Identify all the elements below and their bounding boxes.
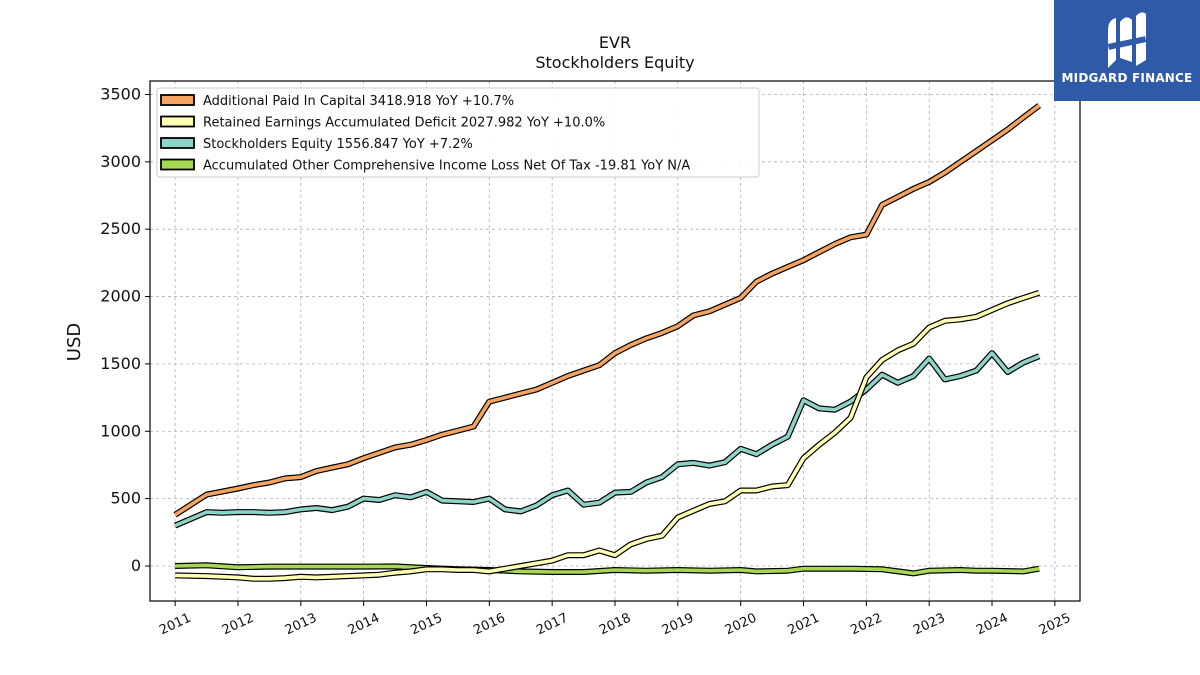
- legend-entry: Stockholders Equity 1556.847 YoY +7.2%: [203, 137, 473, 152]
- chart-title: EVR: [599, 33, 631, 52]
- series-line-additional-paid-in-capital: [174, 104, 1041, 517]
- y-tick-label: 1500: [100, 354, 141, 373]
- y-tick-label: 0: [131, 556, 141, 575]
- series-line-outline-retained-earnings: [175, 289, 1041, 582]
- x-tick-label: 2021: [786, 611, 822, 639]
- chart-subtitle: Stockholders Equity: [535, 53, 694, 72]
- midgard-finance-logo: MIDGARD FINANCE: [1054, 0, 1200, 101]
- x-tick-label: 2011: [157, 611, 193, 639]
- series-group: [173, 103, 1042, 582]
- y-axis: 0 500 1000 1500 2000 2500 3000 3500: [100, 84, 150, 575]
- legend-swatch: [160, 137, 195, 149]
- legend-entry: Additional Paid In Capital 3418.918 YoY …: [203, 94, 514, 109]
- legend: Additional Paid In Capital 3418.918 YoY …: [156, 87, 760, 178]
- series-line-retained-earnings: [175, 291, 1040, 581]
- y-tick-label: 2000: [100, 287, 141, 306]
- x-tick-label: 2020: [723, 611, 759, 639]
- x-tick-label: 2012: [220, 611, 256, 639]
- x-axis: 2011 2012 2013 2014 2015 2016 2017 2018 2019 2020…: [157, 601, 1073, 638]
- logo-mark-icon: [1107, 12, 1147, 68]
- legend-swatch: [160, 158, 195, 171]
- series-line-accumulated-oci: [175, 563, 1040, 576]
- y-tick-label: 3000: [100, 152, 141, 171]
- x-tick-label: 2018: [597, 611, 633, 639]
- legend-swatch: [160, 115, 195, 128]
- legend-entry: Retained Earnings Accumulated Deficit 20…: [203, 116, 605, 131]
- x-tick-label: 2013: [283, 611, 319, 639]
- x-tick-label: 2019: [660, 611, 696, 639]
- legend-swatch: [160, 94, 195, 106]
- x-tick-label: 2014: [346, 611, 382, 639]
- x-tick-label: 2015: [409, 611, 445, 639]
- x-tick-label: 2022: [848, 611, 884, 639]
- x-tick-label: 2024: [974, 611, 1010, 639]
- series-line-stockholders-equity: [174, 351, 1040, 528]
- legend-entry: Accumulated Other Comprehensive Income L…: [203, 159, 690, 174]
- legend-box: [156, 87, 760, 178]
- x-tick-label: 2023: [911, 611, 947, 639]
- y-tick-label: 500: [110, 489, 141, 508]
- x-tick-label: 2016: [471, 611, 507, 639]
- y-axis-label: USD: [64, 323, 85, 361]
- logo-text: MIDGARD FINANCE: [1061, 71, 1193, 85]
- y-tick-label: 3500: [100, 84, 141, 103]
- x-tick-label: 2017: [534, 611, 570, 639]
- y-tick-label: 2500: [100, 219, 141, 238]
- x-tick-label: 2025: [1037, 611, 1073, 639]
- y-tick-label: 1000: [100, 421, 141, 440]
